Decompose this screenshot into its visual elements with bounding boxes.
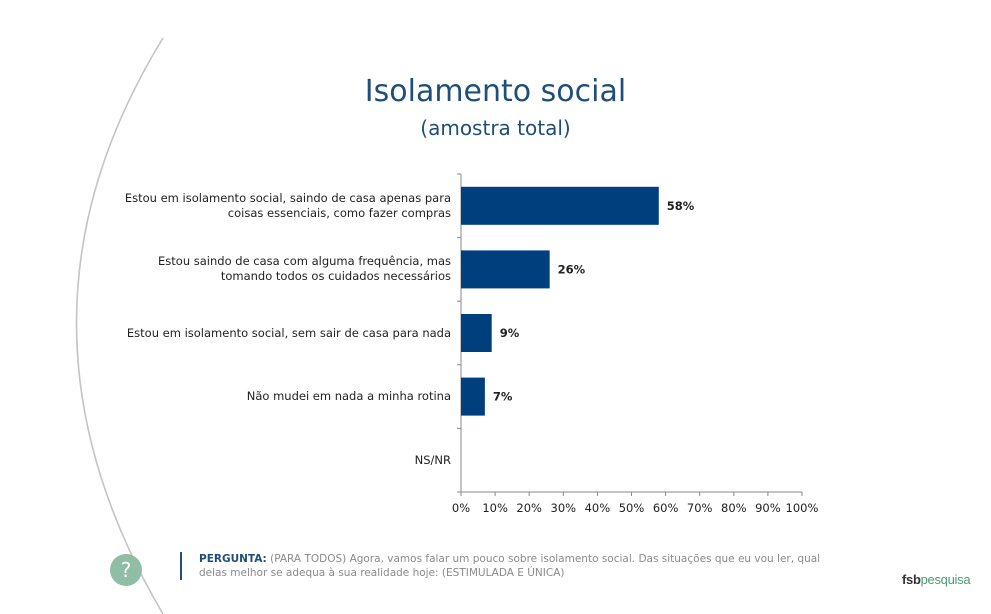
logo-part-2: pesquisa	[920, 572, 971, 587]
x-tick-label: 0%	[452, 501, 470, 515]
question-mark-icon: ?	[110, 554, 142, 586]
bar-4	[461, 377, 485, 416]
value-label-4: 7%	[493, 390, 513, 404]
x-tick-label: 80%	[721, 501, 747, 515]
x-tick-label: 90%	[755, 501, 781, 515]
value-label-1: 58%	[667, 199, 695, 213]
x-tick-label: 100%	[786, 501, 819, 515]
logo-part-1: fsb	[902, 572, 921, 587]
value-label-3: 9%	[500, 326, 520, 340]
x-tick-label: 60%	[653, 501, 679, 515]
question-label: PERGUNTA:	[199, 553, 267, 565]
x-tick-label: 10%	[482, 501, 508, 515]
bar-2	[461, 250, 550, 289]
bar-1	[461, 186, 659, 225]
chart-subtitle: (amostra total)	[420, 116, 571, 140]
x-tick-label: 20%	[516, 501, 542, 515]
fsb-pesquisa-logo: fsbpesquisa	[902, 572, 971, 587]
bar-3	[461, 314, 492, 352]
x-tick-label: 40%	[585, 501, 611, 515]
x-tick-label: 70%	[687, 501, 713, 515]
question-footer: PERGUNTA: (PARA TODOS) Agora, vamos fala…	[180, 552, 849, 580]
category-label-3: Estou em isolamento social, sem sair de …	[126, 325, 451, 340]
x-tick-label: 50%	[619, 501, 645, 515]
value-label-2: 26%	[558, 262, 586, 276]
question-text: (PARA TODOS) Agora, vamos falar um pouco…	[199, 553, 821, 579]
category-label-1: Estou em isolamento social, saindo de ca…	[124, 190, 451, 220]
category-label-5: NS/NR	[414, 452, 451, 467]
chart-title: Isolamento social	[364, 74, 627, 109]
category-label-2: Estou saindo de casa com alguma frequênc…	[158, 254, 451, 284]
x-tick-label: 30%	[551, 501, 577, 515]
category-label-4: Não mudei em nada a minha rotina	[246, 389, 451, 404]
